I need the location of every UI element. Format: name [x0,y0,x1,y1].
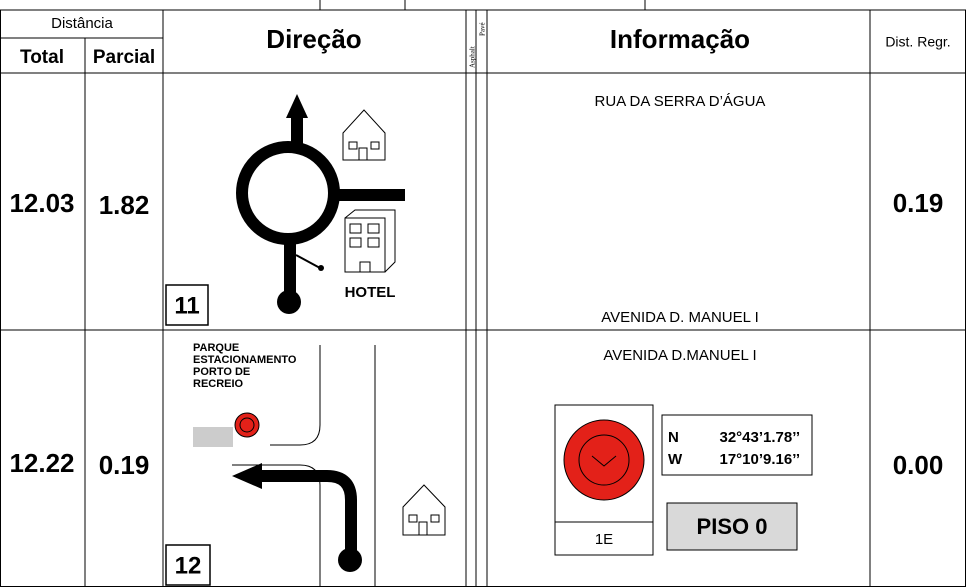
waypoint-number: 12 [175,552,202,579]
landmark-label: HOTEL [345,284,396,301]
waypoint-code: 1E [595,531,613,548]
parking-label-line: PORTO DE [193,366,250,378]
header-asphalt: Asphalt [469,46,477,68]
partial: 1.82 [99,190,150,220]
roundabout-diagram [165,94,405,326]
header-pave: Pavé [479,22,487,36]
parking-label-line: ESTACIONAMENTO [193,354,297,366]
dist-regr: 0.19 [893,188,944,218]
header-partial: Parcial [93,47,155,68]
gps-w: 17°10’9.16’’ [719,451,800,468]
dist-regr: 0.00 [893,450,944,480]
info-top: RUA DA SERRA D’ÁGUA [595,93,766,110]
parking-label-line: RECREIO [193,378,244,390]
header-distance: Distância [51,15,113,32]
partial: 0.19 [99,450,150,480]
total: 12.22 [9,448,74,478]
parking-label-line: PARQUE [193,342,239,354]
header-dist-regr: Dist. Regr. [885,34,950,50]
header-information: Informação [610,24,750,54]
turn-diagram [165,345,446,587]
floor: PISO 0 [697,514,768,539]
header-direction: Direção [266,24,361,54]
waypoint-icon [554,404,813,556]
info-top: AVENIDA D.MANUEL I [603,347,756,364]
waypoint-number: 11 [174,292,199,319]
gps-n-label: N [668,429,679,446]
total: 12.03 [9,188,74,218]
header-total: Total [20,47,64,68]
info-bottom: AVENIDA D. MANUEL I [601,309,759,326]
gps-n: 32°43’1.78’’ [719,429,800,446]
gps-w-label: W [668,451,683,468]
